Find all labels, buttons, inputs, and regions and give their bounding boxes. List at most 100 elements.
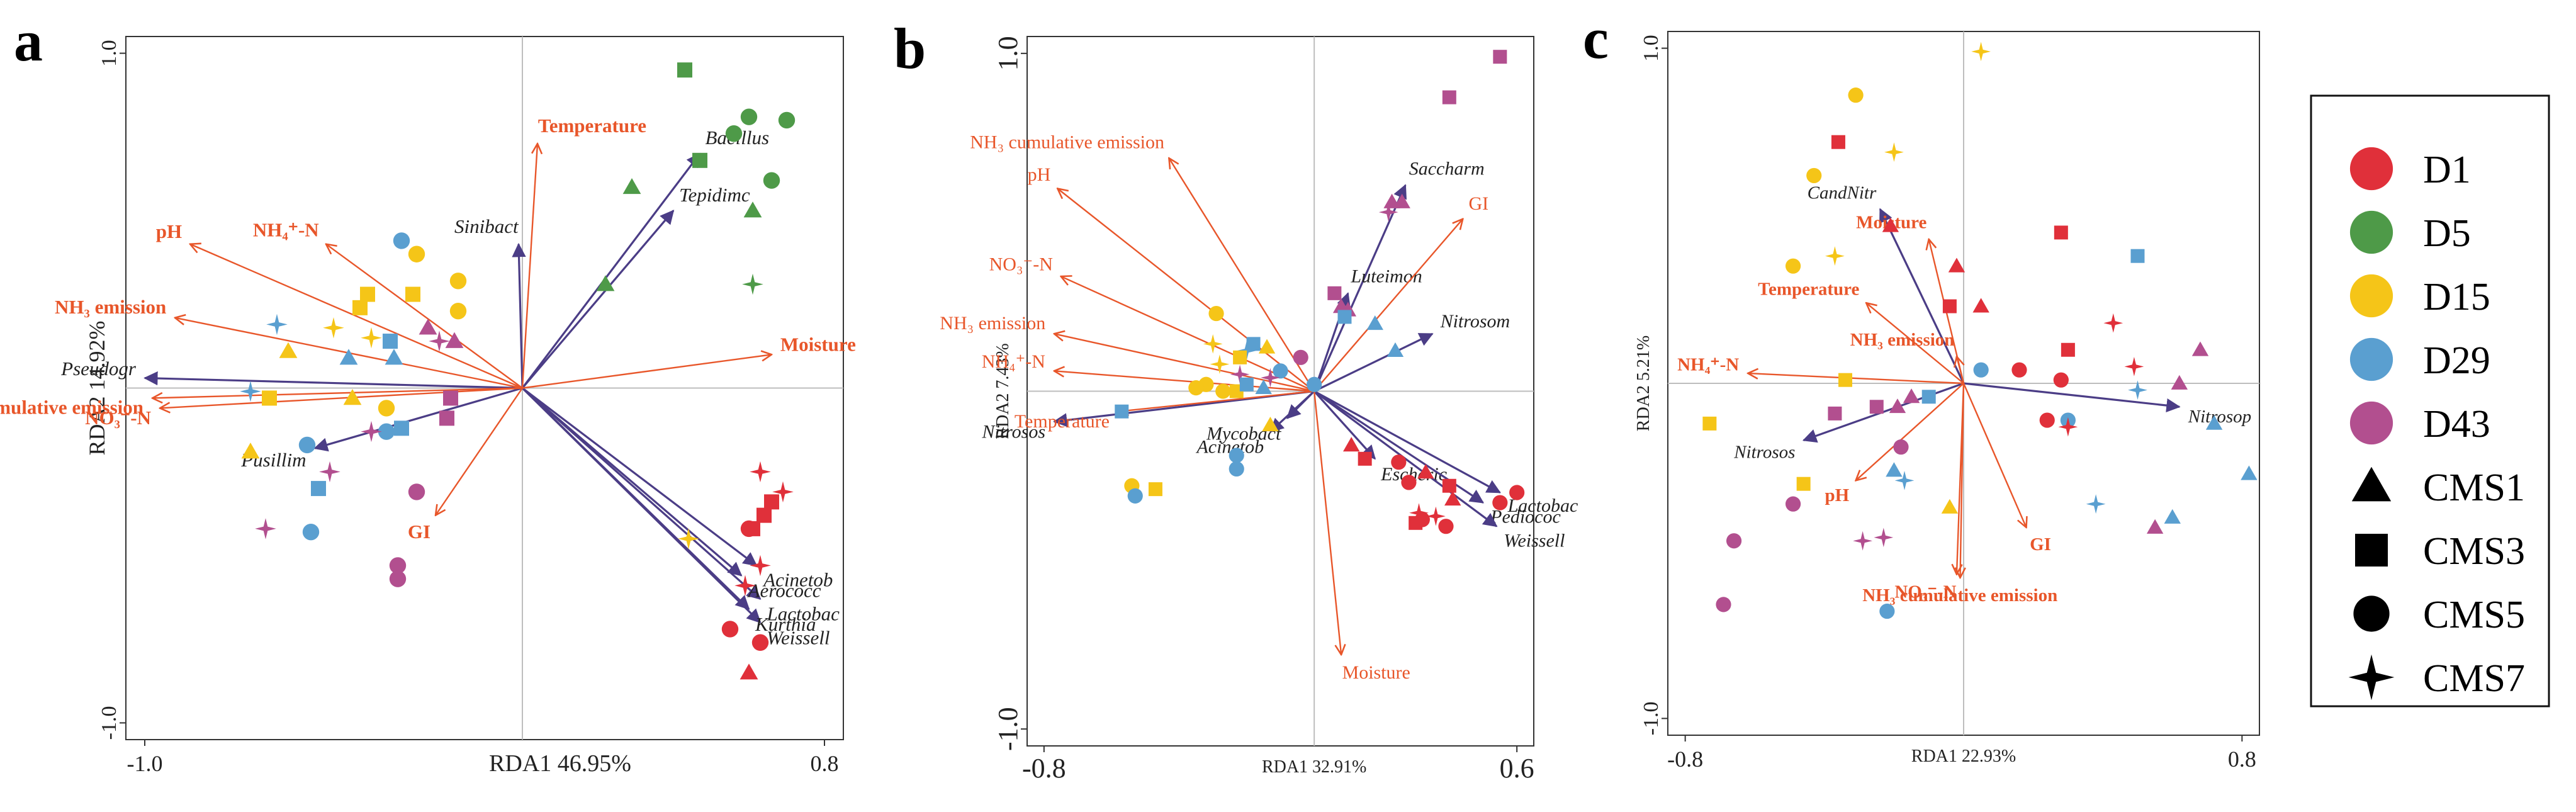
species-arrow-pediococ: [1313, 390, 1485, 504]
sample-point-d29-triangle: [1886, 462, 1903, 477]
species-arrow-nitrosom: [1313, 332, 1434, 392]
sample-point-d43-star: [319, 461, 340, 483]
sample-point-d43-square: [1493, 50, 1507, 64]
sample-point-d43-triangle: [445, 332, 464, 348]
sample-point-d1-circle: [1401, 475, 1417, 490]
y-tick-label: 1.0: [98, 40, 121, 67]
env-label-nh-n: NH₄⁺-N: [1677, 354, 1739, 375]
sample-point-d1-triangle: [740, 663, 758, 680]
sample-point-d43-square: [1442, 90, 1456, 104]
env-arrow-nh-cumulative-emission: [1169, 158, 1315, 392]
sample-point-d15-circle: [1215, 383, 1231, 399]
y-tick-label: 1.0: [1640, 35, 1663, 62]
species-arrow-pusillim: [313, 386, 523, 452]
sample-point-d1-square: [756, 507, 772, 523]
env-label-temperature: Temperature: [1758, 279, 1859, 299]
species-arrow-nitrosos: [1802, 382, 1964, 443]
sample-point-d1-circle: [751, 634, 769, 651]
env-arrow-gi: [436, 387, 523, 516]
sample-point-d43-square: [1828, 406, 1842, 420]
sample-point-d29-triangle: [1255, 379, 1272, 395]
env-arrow-nh-emission: [1054, 334, 1315, 392]
env-arrow-no-n: [1061, 276, 1315, 392]
sample-point-d29-circle: [378, 423, 395, 440]
env-arrow-moisture: [1313, 391, 1341, 655]
sample-point-d15-circle: [1208, 305, 1224, 322]
sample-point-d29-triangle: [2164, 509, 2181, 524]
y-tick-label: -1.0: [98, 706, 121, 740]
sample-point-d5-triangle: [622, 178, 641, 195]
sample-point-d1-star: [750, 555, 771, 577]
env-label-ph: pH: [156, 220, 182, 242]
sample-point-d43-circle: [389, 570, 407, 587]
env-label-gi: GI: [2030, 534, 2051, 555]
sample-point-d15-circle: [1785, 258, 1801, 274]
sample-point-d43-star: [1853, 531, 1872, 551]
env-label-moisture: Moisture: [1342, 662, 1410, 683]
sample-point-d29-circle: [1229, 461, 1244, 477]
sample-point-d29-square: [2130, 249, 2145, 263]
sample-point-d1-triangle: [1444, 491, 1461, 506]
sample-point-d43-circle: [1893, 439, 1909, 455]
sample-point-d5-circle: [740, 108, 758, 125]
env-arrow-nh-cumulative-emission: [152, 387, 523, 398]
env-arrow-temperature: [1118, 390, 1315, 412]
env-label-gi: GI: [1468, 193, 1488, 214]
env-label-ph: pH: [1825, 485, 1849, 505]
env-arrow-gi: [1313, 219, 1463, 392]
sample-point-d29-circle: [1307, 376, 1322, 392]
env-label-no-n: NO₃⁻-N: [1894, 582, 1956, 602]
sample-point-d15-square: [1838, 373, 1852, 387]
env-arrow-nh-cumulative-emission: [1960, 383, 1964, 578]
sample-point-d29-square: [1337, 310, 1352, 324]
x-tick-label: -1.0: [127, 751, 163, 776]
sample-point-d5-triangle: [743, 201, 762, 218]
env-label-nh-cumulative-emission: NH₃ cumulative emission: [970, 132, 1164, 152]
sample-point-d43-triangle: [2146, 519, 2164, 534]
sample-point-d15-triangle: [241, 443, 260, 459]
sample-point-d29-circle: [1273, 363, 1288, 379]
env-label-nh-n: NH₄⁺-N: [253, 219, 319, 241]
x-axis-label: RDA1 32.91%: [1262, 757, 1366, 777]
env-arrow-nh-emission: [1957, 356, 1964, 384]
legend-marker-cms3: [2355, 534, 2388, 567]
sample-point-d15-square: [405, 286, 420, 302]
sample-point-d43-star: [1378, 202, 1398, 222]
env-label-temperature: Temperature: [1015, 411, 1110, 432]
species-arrow-sinibact: [512, 242, 526, 388]
sample-point-d29-square: [311, 481, 326, 497]
legend-marker-cms7: [2348, 654, 2395, 701]
species-label-lactobac: Lactobac: [766, 603, 840, 625]
sample-point-d29-square: [1115, 404, 1129, 419]
sample-point-d43-star: [429, 330, 450, 352]
sample-point-d43-triangle: [2191, 341, 2209, 356]
sample-point-d15-square: [360, 286, 375, 302]
rda-panel-c: -0.8 0.8 1.0 -1.0 RDA1 22.93% RDA2 5.21% CandN…: [1634, 31, 2260, 772]
species-label-luteimon: Luteimon: [1350, 266, 1422, 287]
y-tick-label: -1.0: [1640, 701, 1663, 735]
env-label-gi: GI: [408, 521, 430, 543]
sample-point-d43-star: [1230, 364, 1250, 385]
panel-letter-c: c: [1583, 6, 1609, 70]
sample-point-d29-triangle: [1386, 342, 1404, 357]
species-arrow-aerococc: [521, 387, 743, 577]
sample-point-d43-star: [255, 518, 276, 539]
env-arrow-temperature: [521, 144, 537, 388]
sample-point-d29-circle: [298, 436, 316, 454]
sample-point-d1-circle: [2039, 412, 2055, 428]
sample-point-d1-star: [2103, 313, 2123, 333]
sample-point-d43-star: [1261, 368, 1280, 388]
sample-point-d1-square: [1409, 516, 1423, 530]
species-label-nitrosos: Nitrosos: [981, 421, 1045, 442]
sample-point-d15-star: [323, 317, 344, 339]
sample-point-d1-circle: [2053, 372, 2069, 388]
species-arrow-candnitr: [1879, 208, 1965, 384]
sample-point-d43-circle: [1293, 349, 1308, 365]
env-label-nh-cumulative-emission: NH₃ cumulative emission: [0, 397, 143, 419]
y-tick-label: 1.0: [993, 36, 1023, 70]
sample-point-d15-star: [678, 528, 699, 550]
env-arrow-nh-n: [1748, 373, 1964, 385]
rda-panel-a: -1.0 0.8 1.0 -1.0 RDA1 46.95% RDA2 14.92% Sini…: [0, 36, 856, 777]
legend-marker-d5: [2349, 210, 2393, 254]
sample-point-d5-circle: [778, 111, 796, 129]
